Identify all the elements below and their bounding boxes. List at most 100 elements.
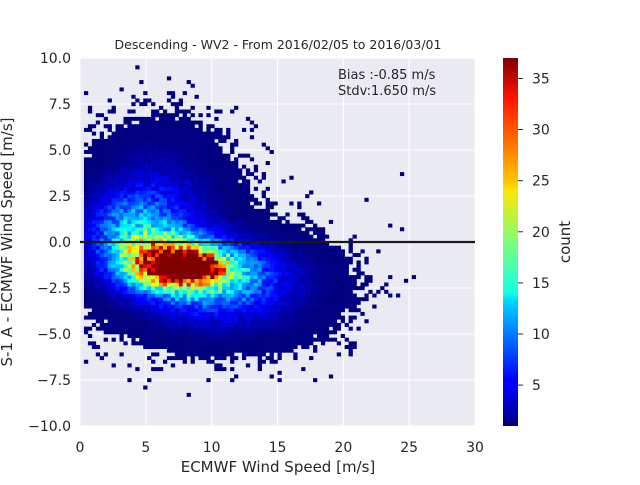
heatmap-cell bbox=[257, 319, 262, 324]
heatmap-cell bbox=[95, 260, 101, 265]
heatmap-cell bbox=[222, 138, 227, 143]
heatmap-cell bbox=[162, 109, 168, 114]
heatmap-cell bbox=[202, 308, 207, 313]
heatmap-cell bbox=[143, 219, 148, 224]
heatmap-cell bbox=[234, 337, 239, 342]
heatmap-cell bbox=[368, 275, 373, 280]
heatmap-cell bbox=[198, 230, 203, 235]
heatmap-cell bbox=[249, 127, 255, 132]
heatmap-cell bbox=[289, 245, 294, 250]
heatmap-cell bbox=[131, 216, 136, 221]
heatmap-cell bbox=[269, 359, 274, 364]
heatmap-cell bbox=[143, 304, 148, 309]
heatmap-cell bbox=[186, 341, 191, 346]
heatmap-cell bbox=[206, 238, 211, 243]
heatmap-cell bbox=[230, 183, 235, 188]
heatmap-cell bbox=[166, 124, 172, 129]
heatmap-cell bbox=[127, 205, 132, 210]
heatmap-cell bbox=[202, 138, 207, 143]
heatmap-cell bbox=[281, 337, 286, 342]
heatmap-cell bbox=[273, 315, 278, 320]
heatmap-cell bbox=[297, 311, 302, 316]
heatmap-cell bbox=[135, 201, 140, 206]
heatmap-cell bbox=[131, 326, 136, 331]
heatmap-cell bbox=[99, 282, 104, 287]
heatmap-cell bbox=[214, 127, 219, 132]
heatmap-cell bbox=[324, 311, 330, 316]
heatmap-cell bbox=[313, 223, 318, 228]
heatmap-cell bbox=[320, 238, 326, 243]
heatmap-cell bbox=[320, 245, 326, 250]
heatmap-cell bbox=[261, 319, 266, 324]
heatmap-cell bbox=[139, 330, 144, 335]
heatmap-cell bbox=[206, 297, 211, 302]
heatmap-cell bbox=[210, 161, 215, 166]
heatmap-cell bbox=[147, 330, 152, 335]
heatmap-cell bbox=[261, 249, 266, 254]
heatmap-cell bbox=[206, 315, 211, 320]
heatmap-cell bbox=[206, 135, 211, 140]
heatmap-cell bbox=[166, 238, 172, 243]
heatmap-cell bbox=[309, 264, 314, 269]
heatmap-cell bbox=[99, 205, 104, 210]
x-tick-label: 25 bbox=[400, 440, 418, 456]
heatmap-cell bbox=[214, 297, 219, 302]
heatmap-cell bbox=[95, 297, 101, 302]
heatmap-cell bbox=[103, 212, 108, 217]
heatmap-cell bbox=[143, 172, 148, 177]
heatmap-cell bbox=[186, 127, 191, 132]
heatmap-cell bbox=[194, 164, 199, 169]
heatmap-cell bbox=[277, 216, 282, 221]
heatmap-cell bbox=[281, 289, 286, 294]
heatmap-cell bbox=[328, 315, 334, 320]
heatmap-cell bbox=[245, 190, 251, 195]
heatmap-cell bbox=[194, 337, 199, 342]
heatmap-cell bbox=[313, 322, 318, 327]
heatmap-cell bbox=[139, 172, 144, 177]
heatmap-cell bbox=[131, 124, 136, 129]
heatmap-cell bbox=[99, 131, 104, 136]
heatmap-cell bbox=[115, 242, 120, 246]
heatmap-cell bbox=[289, 230, 294, 235]
heatmap-cell bbox=[301, 271, 306, 276]
heatmap-cell bbox=[87, 205, 93, 210]
heatmap-cell bbox=[123, 219, 128, 224]
heatmap-cell bbox=[297, 278, 302, 283]
heatmap-cell bbox=[238, 286, 243, 291]
heatmap-cell bbox=[249, 238, 255, 243]
heatmap-cell bbox=[182, 142, 187, 147]
heatmap-cell bbox=[162, 293, 168, 298]
heatmap-cell bbox=[285, 271, 290, 276]
heatmap-cell bbox=[281, 253, 286, 258]
colorbar-tick-label: 35 bbox=[532, 71, 550, 87]
heatmap-cell bbox=[119, 161, 124, 166]
heatmap-cell bbox=[135, 230, 140, 235]
heatmap-cell bbox=[202, 286, 207, 291]
heatmap-cell bbox=[131, 197, 136, 202]
x-tick-label: 0 bbox=[76, 440, 85, 456]
heatmap-cell bbox=[245, 216, 251, 221]
heatmap-cell bbox=[182, 304, 187, 309]
heatmap-cell bbox=[159, 256, 164, 261]
heatmap-cell bbox=[194, 190, 199, 195]
heatmap-cell bbox=[198, 275, 203, 280]
heatmap-cell bbox=[178, 208, 183, 213]
heatmap-cell bbox=[139, 260, 144, 265]
heatmap-cell bbox=[194, 286, 199, 291]
heatmap-cell bbox=[103, 194, 108, 199]
heatmap-cell bbox=[194, 293, 199, 298]
heatmap-cell bbox=[91, 190, 97, 195]
heatmap-cell bbox=[127, 201, 132, 206]
heatmap-cell bbox=[151, 267, 156, 272]
heatmap-cell bbox=[218, 175, 223, 180]
heatmap-cell bbox=[281, 286, 286, 291]
heatmap-cell bbox=[257, 271, 262, 276]
heatmap-cell bbox=[226, 315, 231, 320]
heatmap-cell bbox=[99, 267, 104, 272]
heatmap-cell bbox=[198, 356, 203, 361]
heatmap-cell bbox=[265, 293, 270, 298]
heatmap-cell bbox=[170, 326, 176, 331]
heatmap-cell bbox=[135, 334, 140, 338]
heatmap-cell bbox=[218, 253, 223, 258]
heatmap-cell bbox=[230, 172, 235, 177]
